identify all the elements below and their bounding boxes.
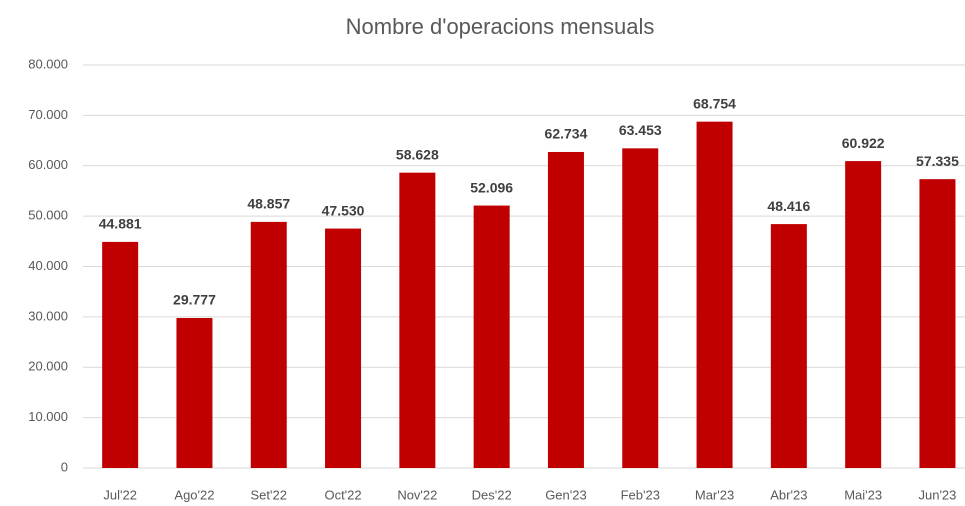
value-label: 52.096	[470, 179, 513, 195]
x-tick-label: Jul'22	[103, 487, 137, 502]
bar	[250, 221, 287, 468]
value-label: 29.777	[173, 292, 216, 308]
y-tick-label: 50.000	[28, 208, 68, 223]
x-tick-label: Gen'23	[545, 487, 587, 502]
x-tick-label: Des'22	[472, 487, 512, 502]
y-tick-label: 10.000	[28, 409, 68, 424]
y-tick-label: 80.000	[28, 56, 68, 71]
bar	[770, 224, 807, 468]
value-label: 60.922	[842, 135, 885, 151]
bar	[399, 172, 436, 469]
value-label: 44.881	[99, 216, 142, 232]
value-label: 47.530	[322, 202, 365, 218]
y-tick-label: 20.000	[28, 359, 68, 374]
bar	[547, 151, 584, 468]
x-tick-label: Mai'23	[844, 487, 882, 502]
y-tick-label: 0	[61, 459, 68, 474]
chart-title: Nombre d'operacions mensuals	[346, 14, 655, 39]
bar	[622, 148, 659, 468]
value-label: 57.335	[916, 153, 959, 169]
value-label: 48.857	[247, 196, 290, 212]
bar	[919, 179, 956, 469]
x-tick-label: Oct'22	[324, 487, 361, 502]
x-tick-label: Mar'23	[695, 487, 734, 502]
bar	[325, 228, 362, 468]
value-label: 63.453	[619, 122, 662, 138]
x-tick-label: Feb'23	[621, 487, 660, 502]
x-tick-label: Set'22	[251, 487, 287, 502]
y-tick-label: 60.000	[28, 157, 68, 172]
bar	[176, 317, 213, 468]
value-label: 58.628	[396, 146, 439, 162]
x-tick-label: Abr'23	[770, 487, 807, 502]
x-tick-label: Nov'22	[397, 487, 437, 502]
bar	[845, 161, 882, 469]
x-tick-label: Jun'23	[918, 487, 956, 502]
y-tick-label: 40.000	[28, 258, 68, 273]
y-tick-label: 30.000	[28, 308, 68, 323]
value-label: 48.416	[767, 198, 810, 214]
bar	[473, 205, 510, 468]
bar	[696, 121, 733, 468]
y-tick-label: 70.000	[28, 107, 68, 122]
value-label: 68.754	[693, 95, 736, 111]
x-tick-label: Ago'22	[174, 487, 214, 502]
bar	[102, 241, 139, 468]
value-label: 62.734	[545, 126, 588, 142]
